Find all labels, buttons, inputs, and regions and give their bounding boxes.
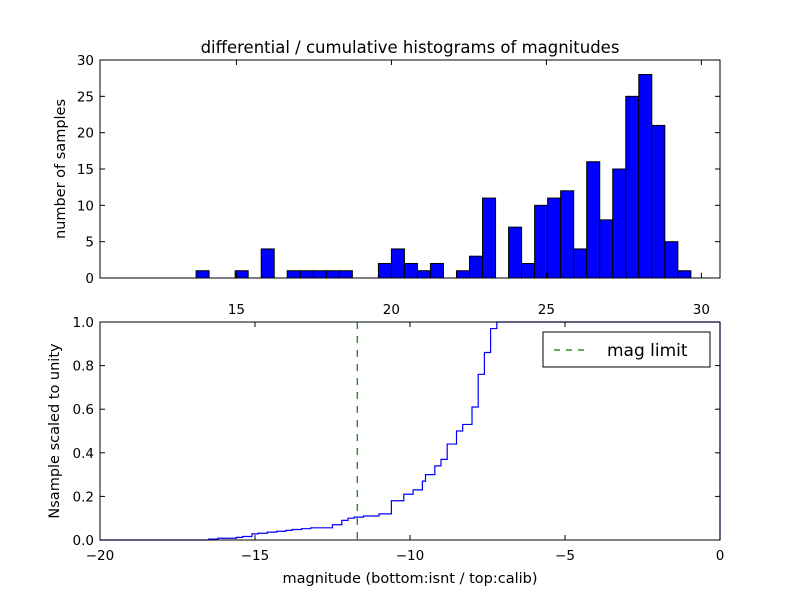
y-tick-label: 0.2: [73, 489, 94, 505]
histogram-bar: [456, 270, 471, 279]
y-tick-label: 30: [77, 53, 94, 69]
histogram-bar: [429, 262, 444, 279]
histogram-bar: [325, 270, 340, 279]
histogram-bar: [664, 241, 679, 279]
histogram-bar: [573, 248, 588, 279]
histogram-bar: [625, 95, 640, 279]
y-tick-label: 0.8: [73, 359, 94, 375]
cumulative-step-line: [100, 321, 720, 541]
histogram-axes-frame: [99, 59, 721, 279]
y-tick-label: 20: [77, 126, 94, 142]
histogram-bar: [338, 270, 353, 279]
y-tick-label: 5: [85, 235, 94, 251]
histogram-bar: [638, 74, 653, 279]
histogram-bar: [677, 270, 692, 279]
y-tick-label: 15: [77, 162, 94, 178]
histogram-bar: [377, 262, 392, 279]
y-tick-label: 0.6: [73, 402, 94, 418]
histogram-bar: [286, 270, 301, 279]
histogram-bar: [560, 190, 575, 279]
cumulative-axes-frame: [99, 321, 721, 541]
histogram-bar: [508, 226, 523, 279]
legend: mag limit: [542, 331, 711, 368]
histogram-bar: [403, 262, 418, 279]
x-tick-label: 20: [383, 302, 400, 318]
histogram-panel: differential / cumulative histograms of …: [53, 38, 721, 318]
y-tick-label: 0.0: [73, 533, 94, 549]
histogram-bar: [299, 270, 314, 279]
chart-title: differential / cumulative histograms of …: [201, 38, 620, 57]
x-tick-label: 25: [538, 302, 555, 318]
histogram-bar: [521, 262, 536, 279]
histogram-bar: [534, 204, 549, 279]
x-tick-label: −5: [555, 548, 575, 564]
y-tick-label: 0.4: [73, 446, 94, 462]
x-tick-label: 0: [716, 548, 725, 564]
cumulative-x-axis-label: magnitude (bottom:isnt / top:calib): [282, 571, 537, 587]
histogram-bar: [651, 124, 666, 279]
x-tick-label: −15: [241, 548, 270, 564]
x-tick-label: −10: [396, 548, 425, 564]
y-tick-label: 10: [77, 198, 94, 214]
cumulative-y-axis-label: Nsample scaled to unity: [47, 343, 63, 519]
y-tick-label: 1.0: [73, 315, 94, 331]
x-tick-label: −20: [86, 548, 115, 564]
x-tick-label: 30: [693, 302, 710, 318]
legend-label-mag-limit: mag limit: [607, 341, 688, 361]
histogram-ticks: 0 5 10 15 20 25 30 15 20 25 30: [77, 53, 720, 318]
cumulative-ticks: 0.0 0.2 0.4 0.6 0.8 1.0 −20 −15 −10 −5 0: [73, 315, 725, 564]
histogram-bars: [195, 74, 692, 279]
histogram-bar: [390, 248, 405, 279]
cumulative-panel: 0.0 0.2 0.4 0.6 0.8 1.0 −20 −15 −10 −5 0 magnitude…: [47, 315, 724, 587]
histogram-bar: [599, 219, 614, 279]
histogram-bar: [195, 270, 210, 279]
histogram-bar: [586, 161, 601, 279]
y-tick-label: 25: [77, 89, 94, 105]
histogram-y-axis-label: number of samples: [53, 99, 69, 239]
histogram-bar: [482, 197, 497, 279]
x-tick-label: 15: [228, 302, 245, 318]
histogram-bar: [612, 168, 627, 279]
y-tick-label: 0: [85, 271, 94, 287]
histogram-bar: [312, 270, 327, 279]
histogram-bar: [234, 270, 249, 279]
histogram-bar: [547, 197, 562, 279]
histogram-bar: [260, 248, 275, 279]
histogram-bar: [416, 270, 431, 279]
histogram-bar: [469, 255, 484, 279]
